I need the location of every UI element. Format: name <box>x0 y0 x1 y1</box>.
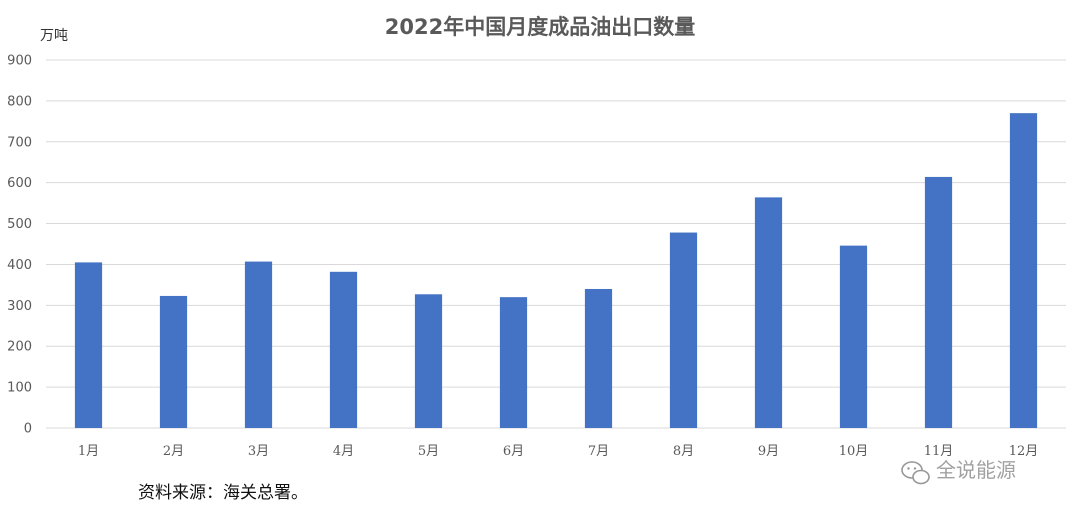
y-tick-label: 200 <box>7 340 32 355</box>
bar-4 <box>329 271 358 428</box>
y-tick-label: 900 <box>7 54 32 69</box>
y-tick-label: 800 <box>7 94 32 109</box>
x-category-label: 9月 <box>758 444 779 459</box>
y-tick-label: 400 <box>7 258 32 273</box>
x-category-label: 10月 <box>839 444 869 459</box>
bar-7 <box>584 288 613 428</box>
bar-1 <box>74 262 103 428</box>
bar-2 <box>159 295 188 428</box>
watermark: 全说能源 <box>901 458 1016 485</box>
bar-3 <box>244 261 273 428</box>
x-category-label: 1月 <box>78 444 99 459</box>
y-tick-label: 500 <box>7 217 32 232</box>
bar-series <box>74 113 1038 429</box>
x-category-label: 12月 <box>1009 444 1039 459</box>
y-tick-label: 100 <box>7 381 32 396</box>
bar-11 <box>924 176 953 428</box>
source-note: 资料来源：海关总署。 <box>138 483 308 503</box>
y-tick-label: 600 <box>7 176 32 191</box>
y-tick-label: 300 <box>7 299 32 314</box>
x-category-label: 8月 <box>673 444 694 459</box>
watermark-label: 全说能源 <box>936 458 1016 482</box>
x-category-label: 11月 <box>924 444 954 459</box>
x-category-label: 4月 <box>333 444 354 459</box>
bar-9 <box>754 197 783 428</box>
y-axis-ticks: 0 100 200 300 400 500 600 700 800 900 <box>7 54 32 437</box>
x-category-label: 6月 <box>503 444 524 459</box>
chart-title: 2022年中国月度成品油出口数量 <box>385 15 695 39</box>
x-category-label: 5月 <box>418 444 439 459</box>
bar-10 <box>839 245 868 428</box>
wechat-icon <box>901 461 930 485</box>
bar-12 <box>1009 113 1038 429</box>
y-tick-label: 0 <box>24 422 32 437</box>
y-axis-unit: 万吨 <box>40 28 68 44</box>
bar-8 <box>669 232 698 428</box>
x-category-label: 2月 <box>163 444 184 459</box>
bar-5 <box>414 294 443 428</box>
y-tick-label: 700 <box>7 135 32 150</box>
x-category-label: 3月 <box>248 444 269 459</box>
x-axis-categories: 1月 2月 3月 4月 5月 6月 7月 8月 9月 10月 11月 12月 <box>78 444 1038 459</box>
x-category-label: 7月 <box>588 444 609 459</box>
grid-lines <box>46 59 1066 429</box>
bar-6 <box>499 297 528 428</box>
